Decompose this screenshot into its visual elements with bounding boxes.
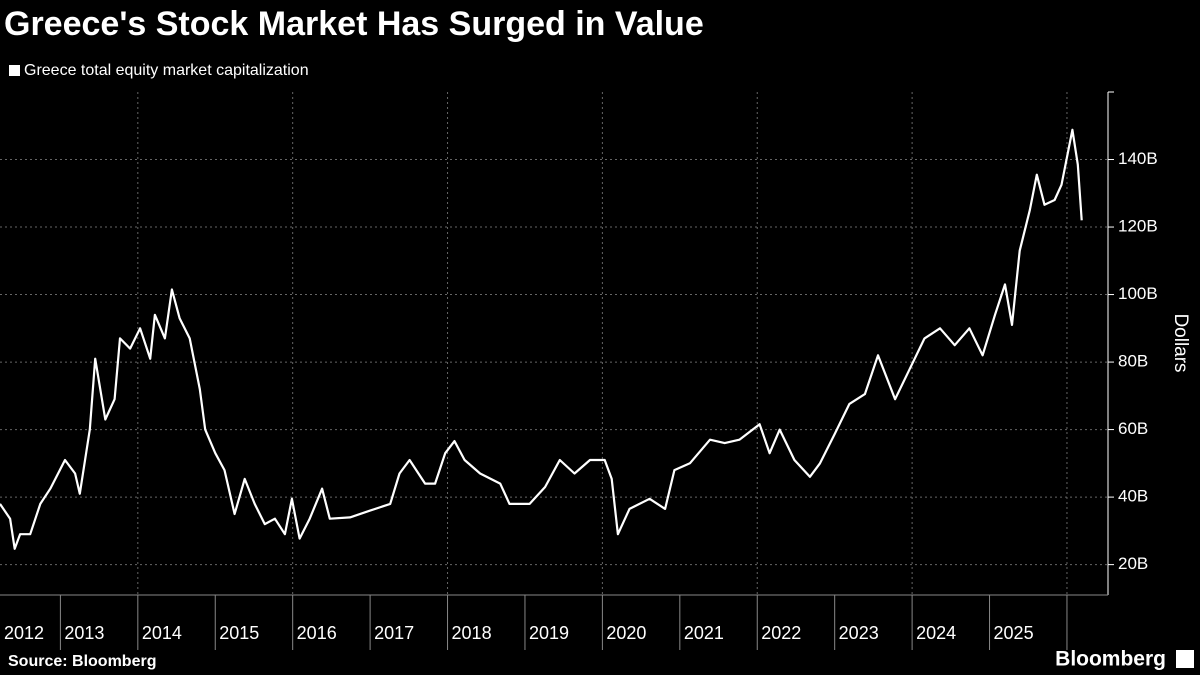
y-axis-title: Dollars [1170,313,1191,372]
x-tick-label: 2015 [219,623,259,643]
brand-logo: Bloomberg [1055,648,1166,671]
chart-title: Greece's Stock Market Has Surged in Valu… [4,5,704,43]
y-tick-label: 40B [1118,487,1148,506]
source-note: Source: Bloomberg [8,653,156,670]
x-tick-label: 2020 [606,623,646,643]
x-tick-label: 2025 [994,623,1034,643]
x-tick-label: 2012 [4,623,44,643]
x-tick-label: 2024 [916,623,956,643]
legend-label: Greece total equity market capitalizatio… [24,62,309,79]
y-tick-label: 20B [1118,554,1148,573]
x-tick-label: 2022 [761,623,801,643]
x-tick-label: 2016 [297,623,337,643]
legend-swatch [9,65,20,76]
y-tick-label: 120B [1118,217,1158,236]
brand-icon [1176,650,1194,668]
x-tick-label: 2023 [839,623,879,643]
x-tick-label: 2013 [64,623,104,643]
data-line [0,128,1083,550]
y-tick-label: 140B [1118,149,1158,168]
y-tick-label: 60B [1118,419,1148,438]
y-tick-label: 80B [1118,352,1148,371]
x-tick-label: 2021 [684,623,724,643]
x-tick-label: 2018 [452,623,492,643]
x-tick-label: 2017 [374,623,414,643]
x-tick-label: 2014 [142,623,182,643]
y-tick-label: 100B [1118,284,1158,303]
x-tick-label: 2019 [529,623,569,643]
